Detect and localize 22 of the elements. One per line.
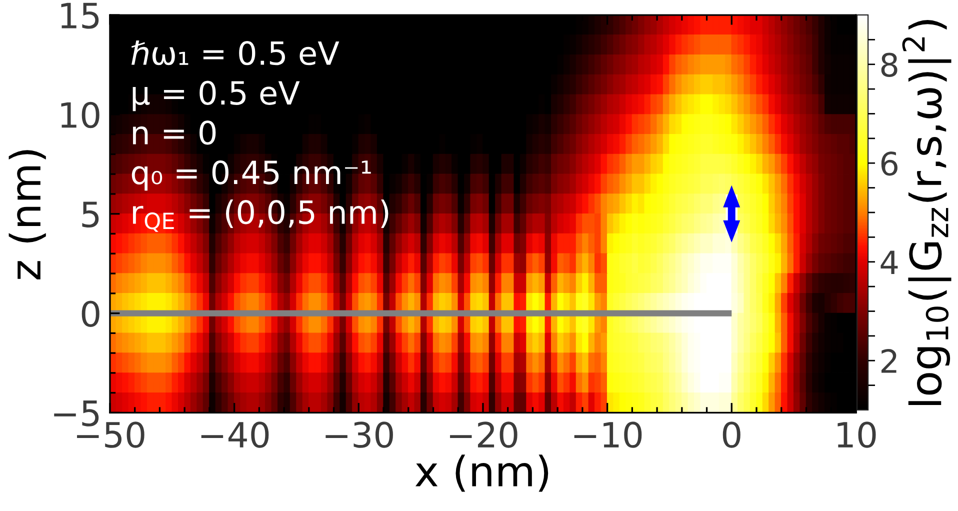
x-tick-label: −30 (326, 422, 393, 448)
x-tick-label: −40 (201, 422, 269, 448)
y-tick-label: 0 (82, 300, 100, 327)
color-bar-label: 6 (881, 152, 898, 176)
color-bar-label: 8 (881, 52, 898, 77)
x-axis-title: x (nm) (415, 454, 548, 492)
color-bar-label: 4 (880, 250, 898, 274)
x-tick-label: −10 (574, 422, 642, 448)
color-bar-label: 2 (881, 349, 896, 373)
annotation: r$_{QE}$ = (0,0,5 nm) (133, 200, 388, 232)
annotation: q₀ = 0.45 nm⁻¹ (132, 160, 371, 191)
x-tick-label: −20 (450, 422, 518, 448)
annotation: ℏω₁ = 0.5 eV (132, 40, 340, 66)
annotation: μ = 0.5 eV (132, 80, 300, 112)
y-tick-label: 10 (61, 102, 100, 128)
annotation: n = 0 (133, 120, 216, 145)
color-bar-title: log$_{10}$(|G$_{zz}$(r,s,ω)|$^{2}$) (902, 20, 952, 405)
x-tick-label: 10 (838, 422, 876, 448)
y-tick-label: 5 (82, 202, 99, 228)
y-tick-label: 15 (61, 2, 99, 29)
y-axis-title: z (nm) (8, 150, 46, 280)
x-tick-label: 0 (722, 422, 740, 448)
